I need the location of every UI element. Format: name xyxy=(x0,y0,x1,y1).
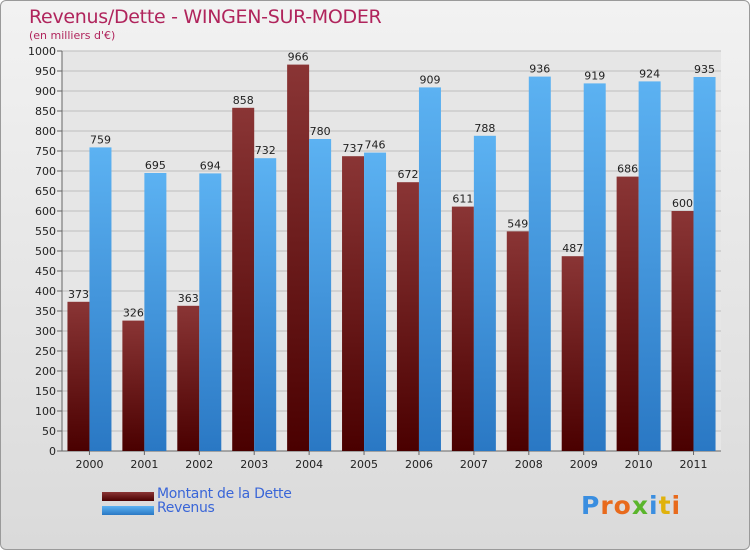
x-tick-label-2008: 2008 xyxy=(515,458,543,471)
bar-debt-2003 xyxy=(232,107,255,452)
value-label-revenue-2006: 909 xyxy=(419,73,440,86)
bar-debt-2007 xyxy=(451,206,474,451)
bar-revenue-2005 xyxy=(364,152,387,451)
value-label-revenue-2009: 919 xyxy=(584,69,605,82)
logo-letter: i xyxy=(649,491,659,520)
bar-revenue-2009 xyxy=(583,83,606,452)
y-tick-label: 300 xyxy=(35,325,56,338)
value-label-revenue-2010: 924 xyxy=(639,67,660,80)
bar-revenue-2004 xyxy=(309,139,332,451)
value-label-debt-2003: 858 xyxy=(233,94,254,107)
legend-label-debt: Montant de la Dette xyxy=(157,486,292,502)
y-tick-label: 150 xyxy=(35,385,56,398)
bar-debt-2002 xyxy=(177,305,200,451)
y-tick-label: 450 xyxy=(35,265,56,278)
value-label-debt-2002: 363 xyxy=(178,292,199,305)
y-tick-label: 500 xyxy=(35,245,56,258)
value-label-debt-2009: 487 xyxy=(562,242,583,255)
value-label-revenue-2001: 695 xyxy=(145,159,166,172)
bar-revenue-2006 xyxy=(418,87,441,452)
y-tick-label: 700 xyxy=(35,165,56,178)
x-tick-label-2000: 2000 xyxy=(75,458,103,471)
y-tick-label: 900 xyxy=(35,85,56,98)
y-tick-label: 550 xyxy=(35,225,56,238)
value-label-debt-2000: 373 xyxy=(68,288,89,301)
y-tick-label: 850 xyxy=(35,105,56,118)
bar-debt-2001 xyxy=(122,320,145,451)
bar-revenue-2011 xyxy=(693,77,716,451)
value-label-debt-2008: 549 xyxy=(507,217,528,230)
x-tick-label-2001: 2001 xyxy=(130,458,158,471)
value-label-revenue-2000: 759 xyxy=(90,133,111,146)
y-tick-label: 650 xyxy=(35,185,56,198)
logo-letter: P xyxy=(581,491,601,520)
logo-letter: r xyxy=(600,491,614,520)
bar-debt-2005 xyxy=(342,156,365,451)
bar-debt-2008 xyxy=(506,231,529,451)
bar-revenue-2000 xyxy=(89,147,112,451)
bar-revenue-2010 xyxy=(638,81,661,452)
bar-revenue-2002 xyxy=(199,173,222,451)
bar-debt-2010 xyxy=(616,176,639,451)
value-label-revenue-2007: 788 xyxy=(474,122,495,135)
x-tick-label-2011: 2011 xyxy=(680,458,708,471)
bar-revenue-2003 xyxy=(254,158,277,451)
logo-letter: i xyxy=(671,491,682,520)
value-label-revenue-2003: 732 xyxy=(255,144,276,157)
y-tick-label: 750 xyxy=(35,145,56,158)
value-label-revenue-2005: 746 xyxy=(365,139,386,152)
y-tick-label: 950 xyxy=(35,65,56,78)
bar-debt-2000 xyxy=(67,301,90,451)
value-label-debt-2004: 966 xyxy=(288,51,309,64)
y-tick-label: 1000 xyxy=(28,45,56,58)
legend-swatch-debt xyxy=(102,492,154,501)
bar-debt-2011 xyxy=(671,211,694,451)
x-tick-label-2005: 2005 xyxy=(350,458,378,471)
bar-debt-2004 xyxy=(287,64,310,451)
y-tick-label: 50 xyxy=(42,425,56,438)
value-label-debt-2006: 672 xyxy=(397,168,418,181)
value-label-debt-2007: 611 xyxy=(452,193,473,206)
bar-debt-2006 xyxy=(396,182,419,451)
bar-debt-2009 xyxy=(561,256,584,451)
x-tick-label-2010: 2010 xyxy=(625,458,653,471)
bar-revenue-2007 xyxy=(473,135,496,452)
value-label-revenue-2008: 936 xyxy=(529,63,550,76)
value-label-revenue-2002: 694 xyxy=(200,159,221,172)
value-label-revenue-2004: 780 xyxy=(310,125,331,138)
value-label-debt-2005: 737 xyxy=(343,142,364,155)
x-tick-label-2009: 2009 xyxy=(570,458,598,471)
value-label-debt-2010: 686 xyxy=(617,163,638,176)
logo-letter: o xyxy=(613,491,632,520)
y-tick-label: 250 xyxy=(35,345,56,358)
logo-letter: x xyxy=(631,491,649,520)
x-tick-label-2003: 2003 xyxy=(240,458,268,471)
y-tick-label: 400 xyxy=(35,285,56,298)
y-tick-label: 100 xyxy=(35,405,56,418)
bar-revenue-2008 xyxy=(528,76,551,451)
y-tick-label: 350 xyxy=(35,305,56,318)
chart-title: Revenus/Dette - WINGEN-SUR-MODER xyxy=(29,6,382,28)
legend-label-revenue: Revenus xyxy=(157,500,215,516)
value-label-revenue-2011: 935 xyxy=(694,63,715,76)
value-label-debt-2011: 600 xyxy=(672,197,693,210)
logo-letter: t xyxy=(658,491,672,520)
proxiti-logo: Proxiti xyxy=(581,491,681,520)
x-tick-label-2004: 2004 xyxy=(295,458,323,471)
legend-swatch-revenue xyxy=(102,506,154,515)
y-tick-label: 600 xyxy=(35,205,56,218)
x-tick-label-2002: 2002 xyxy=(185,458,213,471)
chart-subtitle: (en milliers d'€) xyxy=(29,29,116,42)
value-label-debt-2001: 326 xyxy=(123,307,144,320)
x-tick-label-2006: 2006 xyxy=(405,458,433,471)
bar-revenue-2001 xyxy=(144,173,167,451)
y-tick-label: 0 xyxy=(49,445,56,458)
x-tick-label-2007: 2007 xyxy=(460,458,488,471)
y-tick-label: 800 xyxy=(35,125,56,138)
y-tick-label: 200 xyxy=(35,365,56,378)
